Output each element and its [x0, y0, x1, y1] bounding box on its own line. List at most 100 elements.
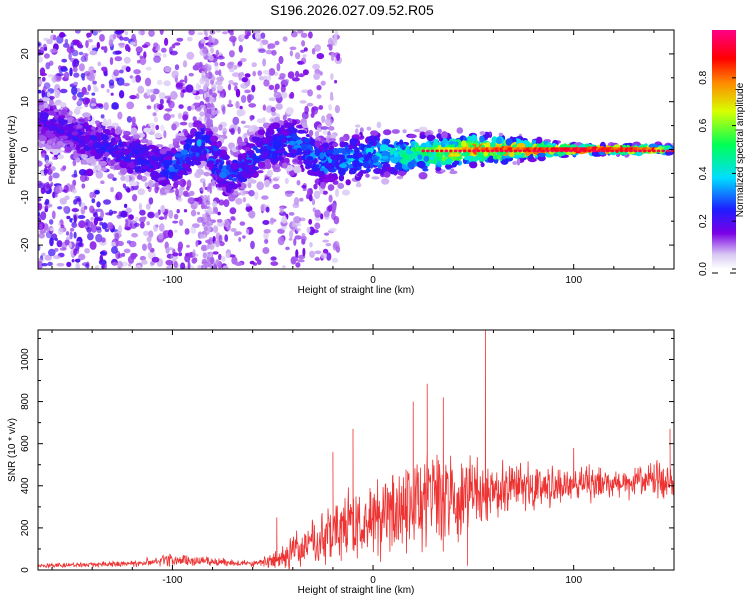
heatmap-cell — [204, 63, 209, 69]
heatmap-cell — [196, 139, 202, 147]
heatmap-cell — [266, 169, 273, 177]
heatmap-cell — [41, 89, 45, 99]
heatmap-cell — [96, 41, 101, 49]
heatmap-cell — [87, 221, 94, 227]
heatmap-cell — [222, 265, 229, 269]
heatmap-cell — [301, 233, 306, 237]
heatmap-cell — [103, 102, 109, 111]
heatmap-cell — [207, 71, 213, 79]
colorbar-gradient — [712, 30, 736, 269]
heatmap-cell — [181, 163, 191, 169]
heatmap-cell — [72, 94, 77, 101]
heatmap-cell — [354, 147, 360, 155]
heatmap-cell — [277, 228, 285, 234]
heatmap-cell — [65, 231, 70, 236]
heatmap-cell — [284, 79, 290, 84]
heatmap-cell — [38, 232, 45, 239]
heatmap-cell — [90, 149, 97, 157]
heatmap-cell — [78, 169, 87, 176]
heatmap-cell — [303, 47, 308, 52]
heatmap-cell — [142, 243, 147, 251]
heatmap-cell — [242, 235, 246, 239]
heatmap-cell — [61, 241, 67, 250]
heatmap-cell — [302, 54, 307, 58]
heatmap-cell — [624, 149, 628, 153]
heatmap-cell — [52, 156, 57, 160]
heatmap-cell — [218, 69, 222, 77]
heatmap-cell — [307, 89, 313, 97]
heatmap-cell — [284, 122, 293, 128]
heatmap-cell — [282, 114, 287, 121]
heatmap-cell — [316, 53, 325, 60]
heatmap-cell — [314, 44, 321, 52]
heatmap-cell — [96, 201, 101, 208]
heatmap-cell — [112, 33, 117, 40]
heatmap-cell — [237, 126, 241, 135]
heatmap-cell — [41, 76, 46, 82]
heatmap-cell — [203, 215, 208, 223]
heatmap-cell — [180, 149, 189, 156]
heatmap-cell — [164, 66, 172, 73]
heatmap-cell — [322, 239, 330, 243]
heatmap-cell — [101, 265, 105, 269]
heatmap-cell — [210, 142, 219, 147]
heatmap-cell — [59, 102, 67, 108]
heatmap-cell — [174, 153, 182, 158]
heatmap-cell — [88, 156, 96, 165]
heatmap-cell — [217, 183, 223, 188]
heatmap-cell — [300, 49, 306, 53]
heatmap-cell — [185, 84, 194, 93]
heatmap-cell — [405, 153, 411, 160]
heatmap-cell — [63, 43, 70, 48]
heatmap-cell — [78, 253, 86, 261]
heatmap-cell — [284, 177, 289, 184]
heatmap-cell — [327, 125, 335, 131]
heatmap-cell — [362, 161, 370, 169]
heatmap-cell — [100, 180, 105, 184]
heatmap-cell — [113, 69, 120, 77]
heatmap-cell — [314, 222, 321, 230]
heatmap-cell — [217, 221, 224, 227]
heatmap-cell — [125, 219, 129, 229]
heatmap-cell — [49, 99, 54, 106]
heatmap-cell — [126, 116, 132, 123]
heatmap-cell — [131, 127, 138, 135]
heatmap-cell — [298, 124, 303, 129]
heatmap-y-tick-label: 10 — [20, 96, 31, 108]
heatmap-cell — [527, 149, 532, 153]
heatmap-cell — [63, 184, 69, 194]
heatmap-cell — [346, 154, 355, 159]
heatmap-cell — [331, 148, 340, 156]
heatmap-cell — [442, 138, 448, 145]
heatmap-cell — [230, 128, 235, 135]
snr-y-tick-label: 400 — [20, 477, 31, 494]
heatmap-cell — [444, 164, 455, 169]
heatmap-cell — [331, 211, 336, 220]
heatmap-cell — [271, 111, 277, 117]
heatmap-cell — [81, 262, 89, 267]
heatmap-cell — [72, 66, 78, 73]
heatmap-cell — [113, 148, 118, 153]
heatmap-cell — [396, 175, 404, 180]
heatmap-cell — [330, 91, 334, 99]
heatmap-cell — [184, 143, 190, 150]
heatmap-cell — [195, 82, 200, 91]
heatmap-cell — [240, 83, 249, 89]
heatmap-cell — [313, 190, 321, 200]
heatmap-x-axis-label: Height of straight line (km) — [298, 285, 415, 296]
heatmap-cell — [235, 101, 240, 109]
heatmap-cell — [183, 209, 188, 213]
heatmap-cell — [126, 187, 131, 193]
heatmap-cell — [111, 122, 120, 127]
snr-x-tick-label: 100 — [565, 575, 582, 586]
heatmap-cell — [45, 198, 50, 205]
heatmap-cell — [287, 126, 297, 134]
heatmap-cell — [90, 97, 97, 103]
heatmap-cell — [131, 116, 136, 125]
heatmap-cell — [90, 135, 98, 141]
heatmap-cell — [615, 149, 619, 153]
snr-y-tick-label: 800 — [20, 393, 31, 410]
heatmap-cell — [204, 209, 209, 213]
heatmap-cell — [190, 155, 198, 161]
heatmap-cell — [245, 203, 251, 208]
